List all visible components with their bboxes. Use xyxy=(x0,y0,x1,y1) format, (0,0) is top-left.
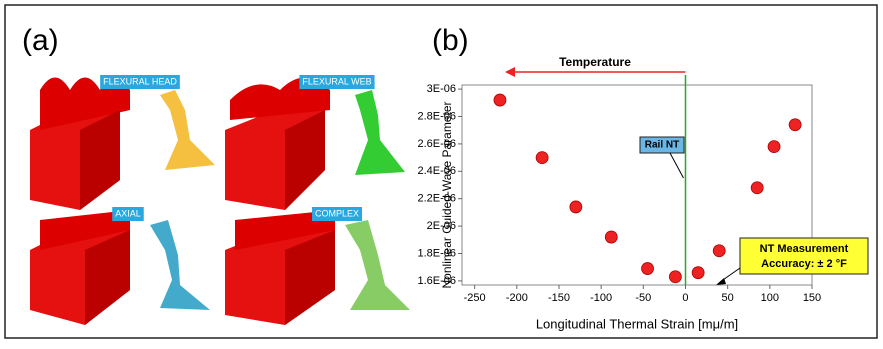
mode-label: FLEXURAL HEAD xyxy=(103,76,177,86)
data-point xyxy=(570,201,582,213)
x-tick-label: -250 xyxy=(464,292,486,304)
data-point xyxy=(789,119,801,131)
accuracy-label: Accuracy: ± 2 °F xyxy=(761,258,847,270)
data-point xyxy=(768,141,780,153)
x-tick-label: 0 xyxy=(682,292,688,304)
panel-label: (a) xyxy=(22,24,59,57)
accuracy-label: NT Measurement xyxy=(760,243,849,255)
panel-label: (b) xyxy=(432,24,469,57)
data-point xyxy=(605,231,617,243)
data-point xyxy=(642,263,654,275)
data-point xyxy=(669,271,681,283)
x-axis-title: Longitudinal Thermal Strain [mμ/m] xyxy=(536,316,738,331)
y-tick-label: 3E-06 xyxy=(427,83,456,95)
data-point xyxy=(692,267,704,279)
data-point xyxy=(494,94,506,106)
temperature-label: Temperature xyxy=(559,55,631,69)
y-axis-title: Nonlinear Guided-Wave Parameter xyxy=(440,102,454,289)
x-tick-label: 150 xyxy=(803,292,821,304)
rail-nt-label: Rail NT xyxy=(645,140,679,151)
figure: (a) (b) FLEXURAL HEAD FLEXURAL WEB AXIAL CO… xyxy=(0,0,883,344)
mode-label: COMPLEX xyxy=(315,208,359,218)
x-tick-label: -50 xyxy=(635,292,651,304)
x-tick-label: 100 xyxy=(761,292,779,304)
x-tick-label: 50 xyxy=(722,292,734,304)
data-point xyxy=(536,152,548,164)
x-tick-label: -200 xyxy=(506,292,528,304)
x-tick-label: -150 xyxy=(548,292,570,304)
mode-label: FLEXURAL WEB xyxy=(302,76,371,86)
data-point xyxy=(751,182,763,194)
x-tick-label: -100 xyxy=(590,292,612,304)
mode-label: AXIAL xyxy=(115,208,141,218)
data-point xyxy=(713,245,725,257)
